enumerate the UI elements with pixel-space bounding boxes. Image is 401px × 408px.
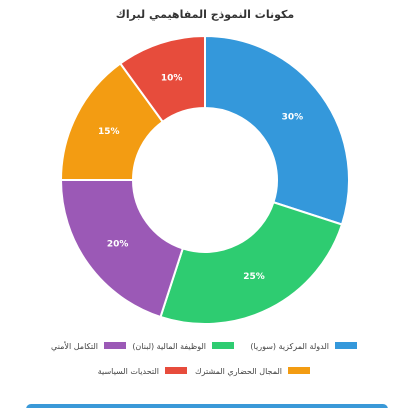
legend-swatch-2: [212, 342, 234, 349]
legend-label-3: التكامل الأمني: [51, 341, 98, 351]
donut-slice-5[interactable]: [118, 34, 206, 124]
legend-label-4: المجال الحضاري المشترك: [195, 367, 282, 376]
legend-item-2[interactable]: الوظيفة المالية (لبنان): [132, 342, 234, 351]
bottom-panel-edge: [26, 404, 388, 408]
slice-labels-group: 30% 25% 20% 15% 10%: [98, 73, 303, 282]
legend-item-5[interactable]: التحديات السياسية: [98, 367, 187, 376]
legend-item-1[interactable]: الدولة المركزية (سوريا): [250, 342, 357, 351]
donut-slice-3[interactable]: [59, 179, 185, 319]
legend-swatch-4: [288, 367, 310, 374]
slice-value-label-2: 25%: [243, 272, 265, 282]
donut-slice-2[interactable]: [159, 200, 344, 325]
legend-item-3[interactable]: التكامل الأمني: [51, 341, 126, 351]
chart-title: مكونات النموذج المفاهيمي لبراك: [116, 8, 294, 22]
slices-group: [59, 34, 350, 325]
legend-label-1: الدولة المركزية (سوريا): [250, 342, 329, 351]
legend-label-5: التحديات السياسية: [98, 367, 159, 376]
legend: الدولة المركزية (سوريا) الوظيفة المالية (…: [51, 341, 357, 376]
slice-value-label-5: 10%: [161, 73, 183, 83]
slice-value-label-4: 15%: [98, 127, 120, 137]
slice-value-label-1: 30%: [282, 113, 304, 123]
legend-swatch-3: [104, 342, 126, 349]
legend-item-4[interactable]: المجال الحضاري المشترك: [195, 367, 310, 376]
slice-value-label-3: 20%: [107, 239, 129, 249]
legend-swatch-5: [165, 367, 187, 374]
legend-swatch-1: [335, 342, 357, 349]
legend-label-2: الوظيفة المالية (لبنان): [132, 342, 206, 351]
donut-slice-1[interactable]: [204, 34, 350, 226]
